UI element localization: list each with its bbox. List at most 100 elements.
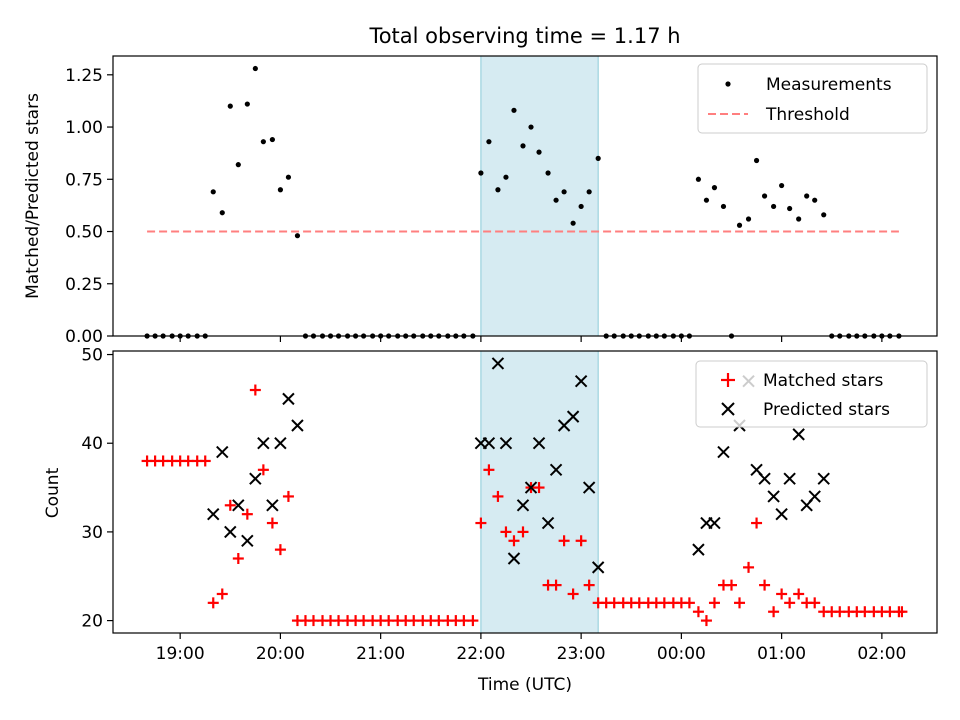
matched-star-point bbox=[232, 553, 244, 565]
matched-star-point bbox=[282, 490, 294, 502]
predicted-star-point bbox=[507, 552, 521, 565]
predicted-star-marker-b bbox=[224, 525, 237, 539]
measurement-point bbox=[260, 139, 266, 145]
ratio-y-tick-label: 1.25 bbox=[65, 66, 103, 86]
matched-star-point bbox=[793, 588, 805, 600]
matched-star-point bbox=[734, 597, 746, 609]
predicted-star-marker-b bbox=[216, 445, 229, 459]
measurement-point bbox=[285, 174, 292, 180]
predicted-star-point bbox=[708, 516, 721, 530]
matched-star-point bbox=[768, 606, 780, 618]
measurement-point bbox=[812, 197, 818, 203]
predicted-star-point bbox=[216, 445, 229, 459]
measurement-point bbox=[761, 193, 768, 199]
time-x-tick-label: 00:00 bbox=[657, 644, 706, 664]
measurement-point bbox=[478, 170, 484, 176]
measurement-point bbox=[553, 197, 559, 203]
predicted-star-point bbox=[249, 472, 262, 485]
matched-star-point bbox=[726, 579, 738, 591]
measurement-point bbox=[771, 203, 777, 210]
predicted-star-marker-b bbox=[274, 437, 287, 450]
predicted-star-point bbox=[524, 481, 538, 494]
ratio-legend-box bbox=[697, 63, 928, 134]
matched-star-point bbox=[700, 615, 712, 627]
matched-star-point bbox=[683, 597, 695, 609]
predicted-star-marker-b bbox=[507, 552, 521, 565]
legend-measurements-label: Measurements bbox=[766, 75, 892, 95]
predicted-star-point bbox=[274, 437, 287, 450]
matched-star-point bbox=[809, 597, 821, 609]
measurement-point bbox=[804, 193, 810, 199]
predicted-star-marker-b bbox=[257, 437, 270, 450]
predicted-star-marker-b bbox=[266, 499, 279, 512]
measurement-point bbox=[695, 176, 702, 182]
predicted-star-point bbox=[817, 472, 830, 485]
predicted-star-point bbox=[499, 437, 513, 450]
count-legend: Matched stars Predicted stars bbox=[695, 360, 928, 428]
predicted-star-marker-b bbox=[291, 419, 304, 432]
matched-star-point bbox=[776, 588, 788, 600]
ratio-y-tick-label: 0.25 bbox=[65, 275, 103, 295]
matched-star-point bbox=[558, 535, 570, 547]
predicted-star-marker-b bbox=[566, 410, 580, 423]
predicted-star-marker-b bbox=[541, 516, 555, 530]
predicted-star-point bbox=[808, 490, 821, 503]
matched-star-point bbox=[508, 535, 520, 547]
matched-star-point bbox=[751, 517, 763, 529]
measurement-point bbox=[244, 101, 250, 107]
predicted-star-marker-b bbox=[591, 561, 605, 574]
star-count-points bbox=[141, 357, 908, 627]
predicted-star-marker-b bbox=[532, 437, 546, 450]
predicted-star-marker-b bbox=[758, 472, 771, 485]
predicted-star-point bbox=[232, 499, 245, 512]
time-x-tick-label: 19:00 bbox=[156, 644, 205, 664]
count-y-tick-label: 30 bbox=[81, 523, 103, 543]
measurement-point bbox=[227, 103, 233, 109]
measurement-point bbox=[703, 197, 710, 203]
matched-star-point bbox=[743, 561, 755, 573]
measurement-point bbox=[536, 149, 542, 155]
matched-star-point bbox=[583, 579, 595, 591]
measurement-point bbox=[495, 187, 501, 193]
count-y-tick-label: 20 bbox=[81, 612, 103, 632]
chart-title: Total observing time = 1.17 h bbox=[368, 24, 680, 48]
count-panel: 20 30 40 50 19:00 20:00 21:00 22:00 23:00 00:00 0… bbox=[43, 346, 938, 695]
legend-predicted-label: Predicted stars bbox=[763, 400, 890, 420]
matched-star-point bbox=[216, 588, 228, 600]
predicted-star-point bbox=[566, 410, 580, 423]
legend-matched-label: Matched stars bbox=[763, 371, 883, 391]
count-y-tick-label: 50 bbox=[81, 346, 103, 366]
predicted-star-marker-b bbox=[775, 507, 788, 521]
measurement-point bbox=[736, 222, 743, 228]
predicted-star-marker-b bbox=[282, 392, 295, 406]
measurement-point bbox=[578, 203, 584, 210]
ratio-y-tick-label: 0.50 bbox=[65, 223, 103, 243]
predicted-star-marker-b bbox=[524, 481, 538, 494]
predicted-star-point bbox=[257, 437, 270, 450]
time-x-axis: 19:00 20:00 21:00 22:00 23:00 00:00 01:00 02:00 bbox=[156, 633, 906, 664]
predicted-star-point bbox=[207, 507, 220, 521]
time-x-tick-label: 21:00 bbox=[356, 644, 405, 664]
measurement-point bbox=[720, 203, 727, 210]
matched-star-point bbox=[467, 615, 479, 627]
matched-star-point bbox=[274, 544, 286, 556]
matched-star-point bbox=[517, 526, 529, 538]
predicted-star-marker-b bbox=[499, 437, 513, 450]
ratio-y-tick-label: 0.00 bbox=[65, 327, 103, 347]
predicted-star-point bbox=[532, 437, 546, 450]
matched-star-point bbox=[492, 490, 504, 502]
time-x-tick-label: 22:00 bbox=[456, 644, 505, 664]
measurement-point bbox=[570, 220, 576, 226]
time-x-tick-label: 23:00 bbox=[557, 644, 606, 664]
matched-star-point bbox=[207, 597, 219, 609]
predicted-star-point bbox=[516, 499, 530, 512]
time-x-tick-label: 01:00 bbox=[757, 644, 806, 664]
count-y-label: Count bbox=[43, 467, 63, 518]
measurement-point bbox=[511, 107, 517, 113]
matched-star-point bbox=[257, 464, 269, 476]
matched-star-point bbox=[500, 526, 512, 538]
legend-matched-marker bbox=[721, 373, 735, 387]
predicted-star-marker-b bbox=[516, 499, 530, 512]
measurement-point bbox=[586, 189, 592, 195]
